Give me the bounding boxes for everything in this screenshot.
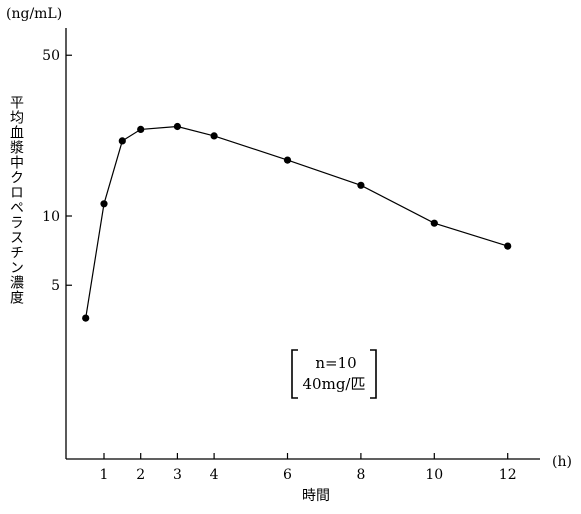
x-tick-label: 10 (425, 467, 443, 483)
y-tick-label: 10 (42, 209, 60, 225)
y-unit-label: (ng/mL) (6, 6, 62, 22)
y-ticks: 5 10 50 (42, 48, 72, 294)
data-point (118, 137, 126, 145)
x-tick-label: 12 (499, 467, 517, 483)
y-tick-label: 50 (42, 48, 60, 64)
data-point (357, 181, 365, 189)
x-axis-title: 時間 (302, 488, 330, 504)
x-tick-label: 6 (283, 467, 292, 483)
x-unit-label: (h) (552, 454, 572, 470)
y-tick-label: 5 (51, 278, 60, 294)
data-point (173, 122, 181, 131)
x-tick-label: 2 (136, 467, 145, 483)
series-group (82, 122, 512, 322)
x-tick-label: 8 (356, 467, 365, 483)
annotation-line-1: n=10 (315, 354, 356, 372)
x-tick-label: 3 (173, 467, 182, 483)
data-point (430, 219, 438, 227)
data-point (283, 156, 292, 164)
series-line (85, 125, 508, 319)
x-ticks: 1 2 3 4 6 8 10 12 (100, 453, 517, 483)
data-point (137, 125, 145, 133)
data-point (210, 132, 218, 140)
x-tick-label: 4 (210, 467, 219, 483)
data-point (100, 200, 108, 208)
annotation-box: n=10 40mg/匹 (291, 349, 377, 399)
annotation-line-2: 40mg/匹 (303, 375, 366, 393)
data-point (82, 314, 90, 322)
y-axis-title: 平均血漿中クロペラスチン濃度 (8, 95, 24, 305)
data-point (504, 242, 512, 250)
annotation-right-bracket (370, 349, 377, 399)
annotation-left-bracket (291, 349, 298, 399)
x-tick-label: 1 (100, 467, 109, 483)
